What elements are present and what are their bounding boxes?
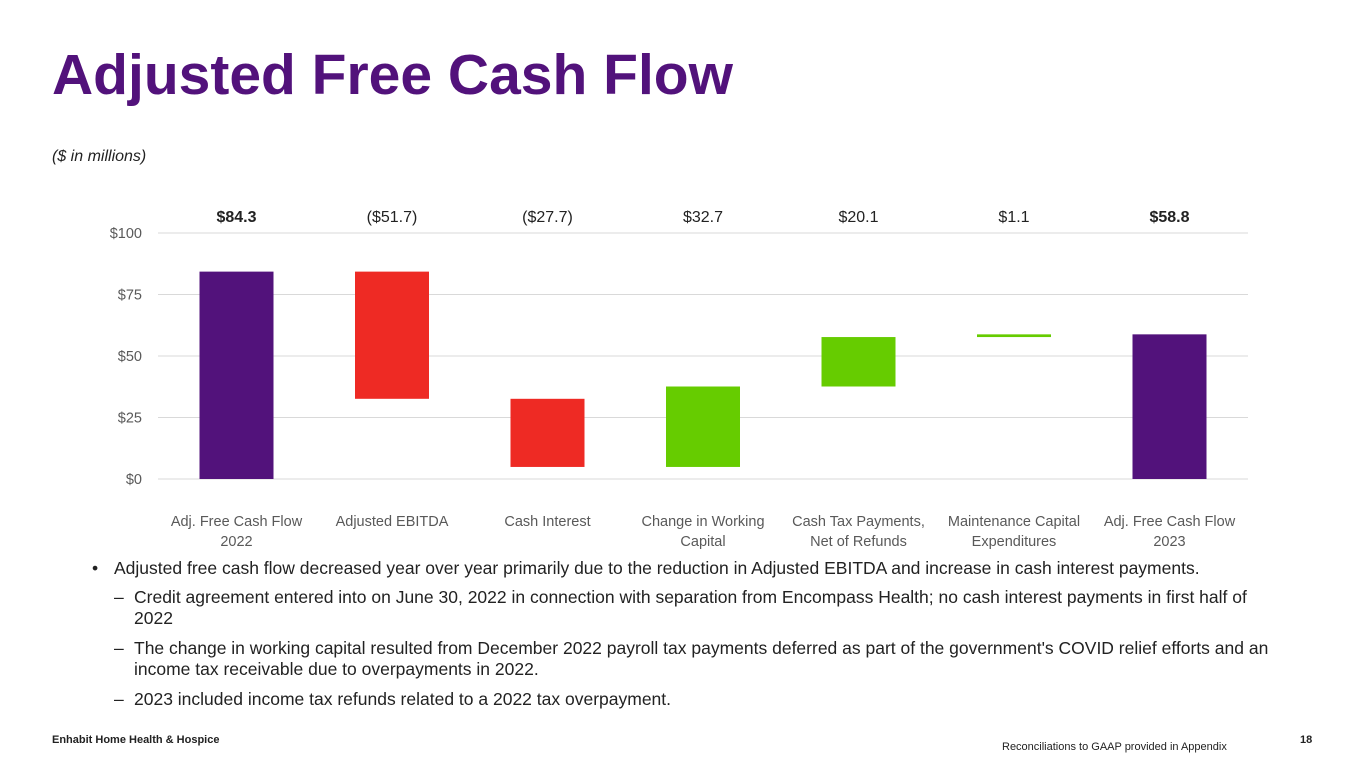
value-labels: $84.3 ($51.7) ($27.7) $32.7 $20.1 $1.1 $58.8 (216, 209, 1189, 226)
bullet-text: 2023 included income tax refunds related… (134, 689, 672, 709)
value-label: $1.1 (998, 209, 1029, 226)
value-label: $58.8 (1149, 209, 1189, 226)
x-tick-label: Capital (680, 534, 725, 550)
y-axis: $0 $25 $50 $75 $100 (110, 226, 142, 488)
commentary-bullets: • Adjusted free cash flow decreased year … (92, 558, 1282, 719)
x-tick-label: Change in Working (641, 514, 764, 530)
x-tick-label: Cash Interest (504, 514, 590, 530)
value-label: ($51.7) (367, 209, 418, 226)
page-number: 18 (1300, 734, 1313, 746)
y-tick-label: $75 (118, 288, 142, 304)
value-label: $20.1 (838, 209, 878, 226)
waterfall-chart: $0 $25 $50 $75 $100 $84.3 ($51.7) ($27.7) $32.7… (110, 209, 1248, 550)
x-tick-label: Expenditures (972, 534, 1057, 550)
bar-6 (1132, 334, 1207, 479)
x-axis: Adj. Free Cash Flow 2022 Adjusted EBITDA Ca… (171, 514, 1236, 550)
y-tick-label: $0 (126, 472, 142, 488)
y-tick-label: $100 (110, 226, 142, 242)
bar-4 (821, 337, 896, 387)
value-label: $84.3 (216, 209, 256, 226)
chart-bars (199, 271, 1207, 479)
x-tick-label: Net of Refunds (810, 534, 907, 550)
bar-2 (510, 398, 585, 467)
bullet-marker: • (92, 558, 99, 578)
bullet-text: The change in working capital resulted f… (134, 638, 1269, 679)
bar-3 (666, 386, 740, 467)
bullet-marker: – (114, 638, 124, 658)
bullet-text: Adjusted free cash flow decreased year o… (114, 558, 1200, 578)
bar-0 (199, 271, 274, 479)
sub-bullet-item: – Credit agreement entered into on June 3… (92, 587, 1282, 629)
y-tick-label: $25 (118, 411, 142, 427)
x-tick-label: Maintenance Capital (948, 514, 1080, 530)
x-tick-label: Adjusted EBITDA (336, 514, 449, 530)
bullet-text: Credit agreement entered into on June 30… (134, 587, 1247, 628)
x-tick-label: Cash Tax Payments, (792, 514, 925, 530)
footer-note: Reconciliations to GAAP provided in Appe… (1002, 741, 1227, 753)
bar-5 (977, 334, 1051, 338)
x-tick-label: Adj. Free Cash Flow (1104, 514, 1236, 530)
x-tick-label: 2023 (1153, 534, 1185, 550)
y-tick-label: $50 (118, 349, 142, 365)
page-title: Adjusted Free Cash Flow (52, 43, 733, 107)
bullet-marker: – (114, 689, 124, 709)
x-tick-label: Adj. Free Cash Flow (171, 514, 303, 530)
bullet-marker: – (114, 587, 124, 607)
footer-company: Enhabit Home Health & Hospice (52, 734, 220, 746)
bullet-item: • Adjusted free cash flow decreased year … (92, 558, 1282, 579)
x-tick-label: 2022 (220, 534, 252, 550)
sub-bullet-item: – The change in working capital resulted … (92, 638, 1282, 680)
bar-1 (355, 271, 429, 399)
sub-bullet-item: –2023 included income tax refunds relate… (92, 689, 1282, 710)
value-label: ($27.7) (522, 209, 573, 226)
units-note: ($ in millions) (52, 148, 147, 165)
value-label: $32.7 (683, 209, 723, 226)
chart-gridlines (158, 232, 1248, 480)
